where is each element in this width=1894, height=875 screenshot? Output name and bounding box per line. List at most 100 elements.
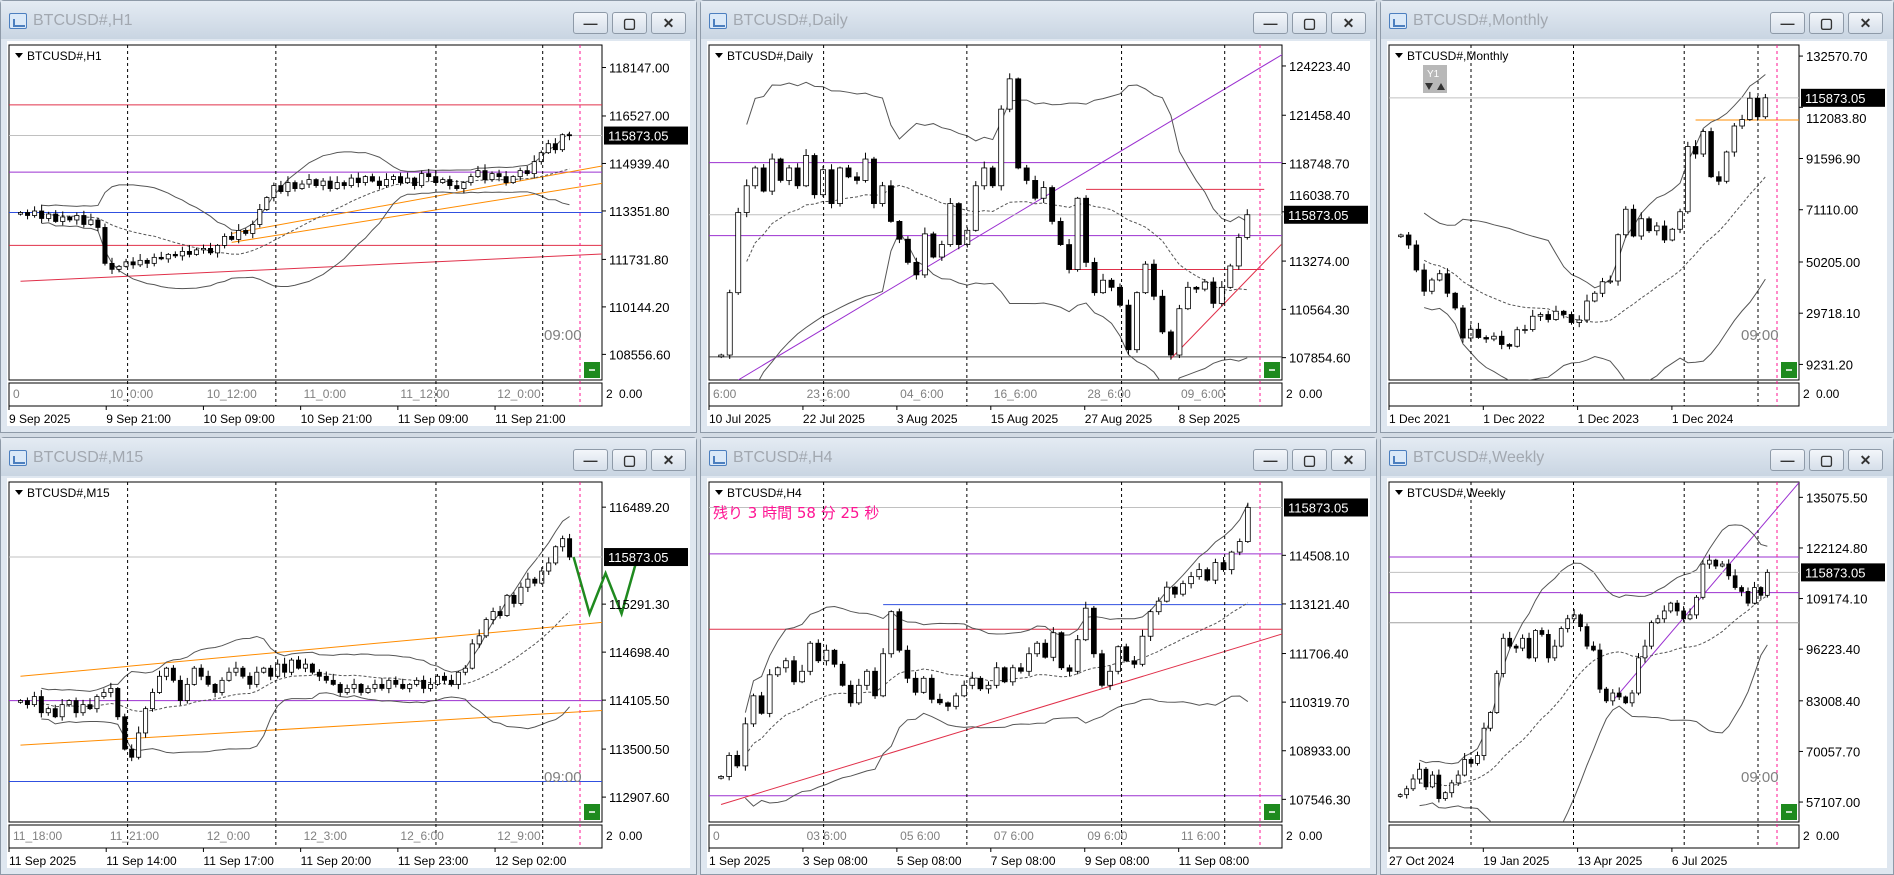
indicator-subwindow[interactable]: [8, 824, 603, 849]
chart-canvas[interactable]: 116489.20 115291.30 114698.40 114105.50 1135…: [7, 478, 690, 870]
candle: [811, 153, 818, 199]
candle: [32, 206, 38, 218]
price-pane[interactable]: [8, 481, 603, 823]
chart-client-area[interactable]: 135075.50 122124.80 109174.10 96223.40 83008…: [1387, 478, 1887, 868]
candle: [1616, 687, 1622, 701]
candle: [341, 180, 347, 190]
candle: [123, 258, 129, 268]
maximize-button[interactable]: ▢: [1292, 12, 1327, 34]
price-axis-label: 114698.40: [609, 645, 670, 660]
minimize-button[interactable]: —: [1770, 449, 1805, 471]
collapse-arrow-icon[interactable]: [1395, 53, 1403, 58]
candle: [1015, 77, 1022, 170]
candle: [362, 175, 368, 186]
time-axis-label: 3 Aug 2025: [897, 412, 958, 426]
collapse-arrow-icon[interactable]: [15, 490, 23, 495]
time-axis-label: 1 Dec 2022: [1483, 412, 1545, 426]
maximize-button[interactable]: ▢: [612, 449, 647, 471]
collapse-arrow-icon[interactable]: [715, 490, 723, 495]
candle: [101, 688, 107, 699]
chart-client-area[interactable]: 118147.00 116527.00 114939.40 113351.80 1117…: [7, 41, 690, 426]
candle: [405, 172, 411, 184]
chart-canvas[interactable]: 114508.10 113121.40 111706.40 110319.70 1089…: [707, 478, 1370, 870]
window-title-bar[interactable]: BTCUSD#,Daily — ▢ ✕: [701, 1, 1376, 39]
chart-client-area[interactable]: 114508.10 113121.40 111706.40 110319.70 1089…: [707, 478, 1370, 868]
window-title-bar[interactable]: BTCUSD#,M15 — ▢ ✕: [1, 438, 696, 476]
chart-client-area[interactable]: 124223.40 121458.40 118748.70 116038.70 1132…: [707, 41, 1370, 426]
price-axis-label: 114105.50: [609, 693, 670, 708]
price-axis-label: 110564.30: [1289, 302, 1350, 317]
minimize-button[interactable]: —: [1770, 12, 1805, 34]
chart-canvas[interactable]: 135075.50 122124.80 109174.10 96223.40 83008…: [1387, 478, 1887, 870]
minimize-button[interactable]: —: [1253, 449, 1288, 471]
chart-window-3[interactable]: BTCUSD#,M15 — ▢ ✕ 116489.20 115291.30 114698.4…: [0, 437, 697, 875]
current-price-value: 115873.05: [608, 550, 669, 565]
trend-line[interactable]: [20, 253, 626, 282]
candle: [510, 175, 516, 184]
price-pane[interactable]: [1388, 44, 1800, 381]
time-axis-label: 11 Sep 21:00: [495, 412, 566, 426]
candle: [1172, 585, 1178, 599]
window-title-bar[interactable]: BTCUSD#,Weekly — ▢ ✕: [1381, 438, 1893, 476]
indicator-subwindow[interactable]: [1388, 382, 1800, 407]
maximize-button[interactable]: ▢: [1292, 449, 1327, 471]
chart-canvas[interactable]: 118147.00 116527.00 114939.40 113351.80 1117…: [7, 41, 690, 428]
chart-window-5[interactable]: BTCUSD#,Weekly — ▢ ✕ 135075.50 122124.80 10917…: [1380, 437, 1894, 875]
minimize-button[interactable]: —: [573, 449, 608, 471]
window-title-bar[interactable]: BTCUSD#,H4 — ▢ ✕: [701, 438, 1376, 476]
collapse-arrow-icon[interactable]: [1395, 490, 1403, 495]
chart-window-0[interactable]: BTCUSD#,H1 — ▢ ✕ 118147.00 116527.00 114939.40…: [0, 0, 697, 433]
trend-line[interactable]: [720, 622, 1321, 805]
trend-line[interactable]: [1612, 482, 1800, 702]
candle: [799, 664, 805, 684]
candle: [1539, 627, 1545, 637]
candle: [1739, 114, 1745, 130]
close-button[interactable]: ✕: [1331, 449, 1366, 471]
window-title: BTCUSD#,Daily: [733, 12, 848, 29]
chart-window-1[interactable]: BTCUSD#,Daily — ▢ ✕ 124223.40 121458.40 118748…: [700, 0, 1377, 433]
candle: [1708, 127, 1714, 179]
trend-line[interactable]: [737, 45, 1298, 380]
close-button[interactable]: ✕: [1848, 449, 1883, 471]
chart-window-2[interactable]: BTCUSD#,Monthly — ▢ ✕ 132570.70 112083.80 9159…: [1380, 0, 1894, 433]
chart-client-area[interactable]: 132570.70 112083.80 91596.90 71110.00 50205.…: [1387, 41, 1887, 426]
price-pane[interactable]: [1388, 481, 1800, 823]
price-pane[interactable]: [708, 481, 1283, 823]
candle: [828, 164, 835, 209]
trend-line[interactable]: [1170, 244, 1282, 359]
candle: [1745, 587, 1751, 607]
maximize-button[interactable]: ▢: [612, 12, 647, 34]
close-button[interactable]: ✕: [1848, 12, 1883, 34]
close-button[interactable]: ✕: [1331, 12, 1366, 34]
subwindow-time-label: 6:00: [713, 387, 737, 401]
indicator-subwindow[interactable]: [708, 824, 1283, 849]
close-button[interactable]: ✕: [651, 449, 686, 471]
collapse-arrow-icon[interactable]: [15, 53, 23, 58]
chart-window-4[interactable]: BTCUSD#,H4 — ▢ ✕ 114508.10 113121.40 111706.40…: [700, 437, 1377, 875]
indicator-subwindow[interactable]: [8, 382, 603, 407]
maximize-button[interactable]: ▢: [1809, 449, 1844, 471]
time-axis-label: 12 Sep 02:00: [495, 854, 567, 868]
trend-line[interactable]: [231, 162, 626, 234]
price-pane[interactable]: [708, 44, 1283, 381]
minimize-button[interactable]: —: [573, 12, 608, 34]
trend-line[interactable]: [231, 180, 626, 243]
bollinger-lower: [745, 695, 1249, 807]
collapse-arrow-icon[interactable]: [715, 53, 723, 58]
period-arrows-icon[interactable]: [1425, 83, 1445, 90]
window-title-bar[interactable]: BTCUSD#,Monthly — ▢ ✕: [1381, 1, 1893, 39]
window-title: BTCUSD#,Monthly: [1413, 12, 1549, 29]
indicator-subwindow[interactable]: [708, 382, 1283, 407]
trend-line[interactable]: [20, 620, 632, 677]
candle: [53, 210, 59, 223]
time-marker-label: 09:00: [1741, 327, 1779, 344]
close-button[interactable]: ✕: [651, 12, 686, 34]
candle: [1654, 222, 1660, 236]
chart-client-area[interactable]: 116489.20 115291.30 114698.40 114105.50 1135…: [7, 478, 690, 868]
indicator-subwindow[interactable]: [1388, 824, 1800, 849]
window-title-bar[interactable]: BTCUSD#,H1 — ▢ ✕: [1, 1, 696, 39]
chart-canvas[interactable]: 124223.40 121458.40 118748.70 116038.70 1132…: [707, 41, 1370, 428]
chart-canvas[interactable]: 132570.70 112083.80 91596.90 71110.00 50205.…: [1387, 41, 1887, 428]
maximize-button[interactable]: ▢: [1809, 12, 1844, 34]
minimize-button[interactable]: —: [1253, 12, 1288, 34]
